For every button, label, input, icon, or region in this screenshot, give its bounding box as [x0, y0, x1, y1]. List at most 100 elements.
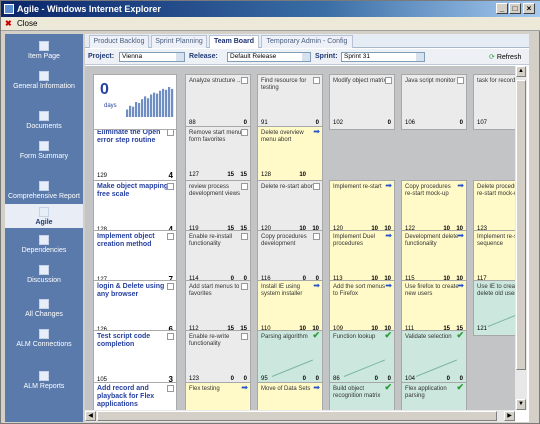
- sidebar-item[interactable]: ALM Connections: [5, 326, 83, 354]
- task-card[interactable]: Java script monitor 106 0: [401, 74, 467, 130]
- sidebar-item[interactable]: Item Page: [5, 38, 83, 66]
- sidebar-item[interactable]: Dependencies: [5, 232, 83, 260]
- scroll-left-button[interactable]: ◀: [85, 411, 96, 421]
- task-card[interactable]: Analyze structure ... 88 0: [185, 74, 251, 130]
- refresh-button[interactable]: ⟳ Refresh: [489, 53, 521, 61]
- story-card[interactable]: Add record and playback for Flex applica…: [93, 382, 177, 410]
- task-card[interactable]: Copy procedures development 116 0 0: [257, 230, 323, 286]
- task-checkbox[interactable]: [241, 333, 248, 340]
- task-card[interactable]: review process development views 119 15 15: [185, 180, 251, 236]
- window-close-button[interactable]: ×: [523, 3, 535, 14]
- horizontal-scroll-thumb[interactable]: [97, 411, 497, 421]
- scroll-right-button[interactable]: ▶: [504, 411, 515, 421]
- sidebar-item[interactable]: Documents: [5, 108, 83, 136]
- task-checkbox[interactable]: [313, 183, 320, 190]
- arrow-right-icon[interactable]: ➡: [457, 181, 464, 190]
- sidebar-item[interactable]: General Information: [5, 68, 83, 96]
- tab-temporary-admin-config[interactable]: Temporary Admin - Config: [261, 35, 353, 48]
- sidebar-item[interactable]: Form Summary: [5, 138, 83, 166]
- task-card[interactable]: Flex testing ➡: [185, 382, 251, 410]
- task-checkbox[interactable]: [313, 233, 320, 240]
- task-card[interactable]: Add start menus to favorites 112 15 15: [185, 280, 251, 336]
- story-checkbox[interactable]: [167, 333, 174, 340]
- story-card[interactable]: Eliminate the Open error step routine 129…: [93, 126, 177, 182]
- task-card[interactable]: Development delete functionality ➡ 115 10 10: [401, 230, 467, 286]
- maximize-button[interactable]: □: [509, 3, 521, 14]
- story-checkbox[interactable]: [167, 183, 174, 190]
- story-card[interactable]: Test script code completion 105 3: [93, 330, 177, 386]
- story-checkbox[interactable]: [167, 283, 174, 290]
- vertical-scroll-thumb[interactable]: [516, 80, 526, 370]
- story-title: Eliminate the Open error step routine: [97, 129, 161, 144]
- task-card[interactable]: Delete overview menu abort ➡ 128 10: [257, 126, 323, 182]
- story-checkbox[interactable]: [167, 129, 174, 136]
- tab-sprint-planning[interactable]: Sprint Planning: [151, 35, 207, 48]
- task-card[interactable]: Move of Data Sets ➡: [257, 382, 323, 410]
- task-card[interactable]: Validate selection ✔ 104 0 0: [401, 330, 467, 386]
- task-card[interactable]: Enable re-install functionality 114 0 0: [185, 230, 251, 286]
- task-card[interactable]: Flex application parsing ✔: [401, 382, 467, 410]
- task-card[interactable]: Find resource for testing 91 0: [257, 74, 323, 130]
- close-icon[interactable]: ✖: [5, 19, 12, 28]
- sprint-select[interactable]: Sprint 31: [341, 52, 425, 62]
- release-select[interactable]: Default Release: [227, 52, 311, 62]
- task-checkbox[interactable]: [241, 129, 248, 136]
- burndown-chart: 0 days: [93, 74, 177, 130]
- task-card[interactable]: task for recording 107: [473, 74, 515, 130]
- task-remaining: 10: [384, 326, 391, 332]
- arrow-right-icon[interactable]: ➡: [313, 281, 320, 290]
- horizontal-scrollbar[interactable]: ◀ ▶: [85, 410, 515, 422]
- task-card[interactable]: Delete re-start abort 120 10 10: [257, 180, 323, 236]
- story-card[interactable]: Implement object creation method1277: [93, 230, 177, 286]
- arrow-right-icon[interactable]: ➡: [385, 181, 392, 190]
- scroll-down-button[interactable]: ▼: [516, 399, 526, 410]
- task-checkbox[interactable]: [241, 233, 248, 240]
- task-checkbox[interactable]: [385, 77, 392, 84]
- task-card[interactable]: Delete procedures re-start mock-up➡12310: [473, 180, 515, 236]
- task-checkbox[interactable]: [313, 77, 320, 84]
- task-card[interactable]: Copy procedures re-start mock-up ➡ 122 10 10: [401, 180, 467, 236]
- connections-icon: [39, 329, 49, 339]
- project-select[interactable]: Vienna: [119, 52, 185, 62]
- arrow-right-icon[interactable]: ➡: [457, 281, 464, 290]
- vertical-scrollbar[interactable]: ▲ ▼: [515, 66, 527, 410]
- sidebar-item[interactable]: Comprehensive Report: [5, 178, 83, 206]
- task-card[interactable]: Add the sort menus to Firefox ➡ 109 10 10: [329, 280, 395, 336]
- task-checkbox[interactable]: [241, 283, 248, 290]
- arrow-right-icon[interactable]: ➡: [457, 231, 464, 240]
- minimize-button[interactable]: _: [496, 3, 508, 14]
- task-checkbox[interactable]: [241, 183, 248, 190]
- arrow-right-icon[interactable]: ➡: [385, 231, 392, 240]
- task-card[interactable]: Implement re-start sequence➡117: [473, 230, 515, 286]
- sidebar-item[interactable]: All Changes: [5, 296, 83, 324]
- task-card[interactable]: Parsing algorithm ✔ 95 0 0: [257, 330, 323, 386]
- task-card[interactable]: Implement re-start ➡ 120 10 10: [329, 180, 395, 236]
- arrow-right-icon[interactable]: ➡: [313, 383, 320, 392]
- tab-team-board[interactable]: Team Board: [209, 35, 259, 48]
- task-card[interactable]: Function lookup ✔ 86 0 0: [329, 330, 395, 386]
- sidebar-item[interactable]: ALM Reports: [5, 368, 83, 396]
- close-button[interactable]: Close: [17, 19, 38, 28]
- sidebar-item[interactable]: Agile: [5, 204, 83, 228]
- task-card[interactable]: Use IE to create delete old users✔121: [473, 280, 515, 336]
- task-card[interactable]: Modify object matrix 102 0: [329, 74, 395, 130]
- task-card[interactable]: Implement Duel procedures ➡ 113 10 10: [329, 230, 395, 286]
- story-card[interactable]: login & Delete using any browser1266: [93, 280, 177, 336]
- task-card[interactable]: Use firefox to create new users ➡ 111 15 15: [401, 280, 467, 336]
- story-checkbox[interactable]: [167, 233, 174, 240]
- task-card[interactable]: Install IE using system installer ➡ 110 10 1…: [257, 280, 323, 336]
- arrow-right-icon[interactable]: ➡: [385, 281, 392, 290]
- arrow-right-icon[interactable]: ➡: [313, 127, 320, 136]
- task-id: 120: [261, 226, 272, 232]
- task-card[interactable]: Build object recognition matrix ✔: [329, 382, 395, 410]
- story-checkbox[interactable]: [167, 385, 174, 392]
- task-checkbox[interactable]: [241, 77, 248, 84]
- sidebar-item[interactable]: Discussion: [5, 262, 83, 290]
- scroll-up-button[interactable]: ▲: [516, 66, 526, 77]
- story-card[interactable]: Make object mapping free scale1284: [93, 180, 177, 236]
- task-card[interactable]: Remove start menu form favorites 127 15 15: [185, 126, 251, 182]
- task-checkbox[interactable]: [457, 77, 464, 84]
- task-card[interactable]: Enable re-write functionality 123 0 0: [185, 330, 251, 386]
- tab-product-backlog[interactable]: Product Backlog: [89, 35, 149, 48]
- arrow-right-icon[interactable]: ➡: [241, 383, 248, 392]
